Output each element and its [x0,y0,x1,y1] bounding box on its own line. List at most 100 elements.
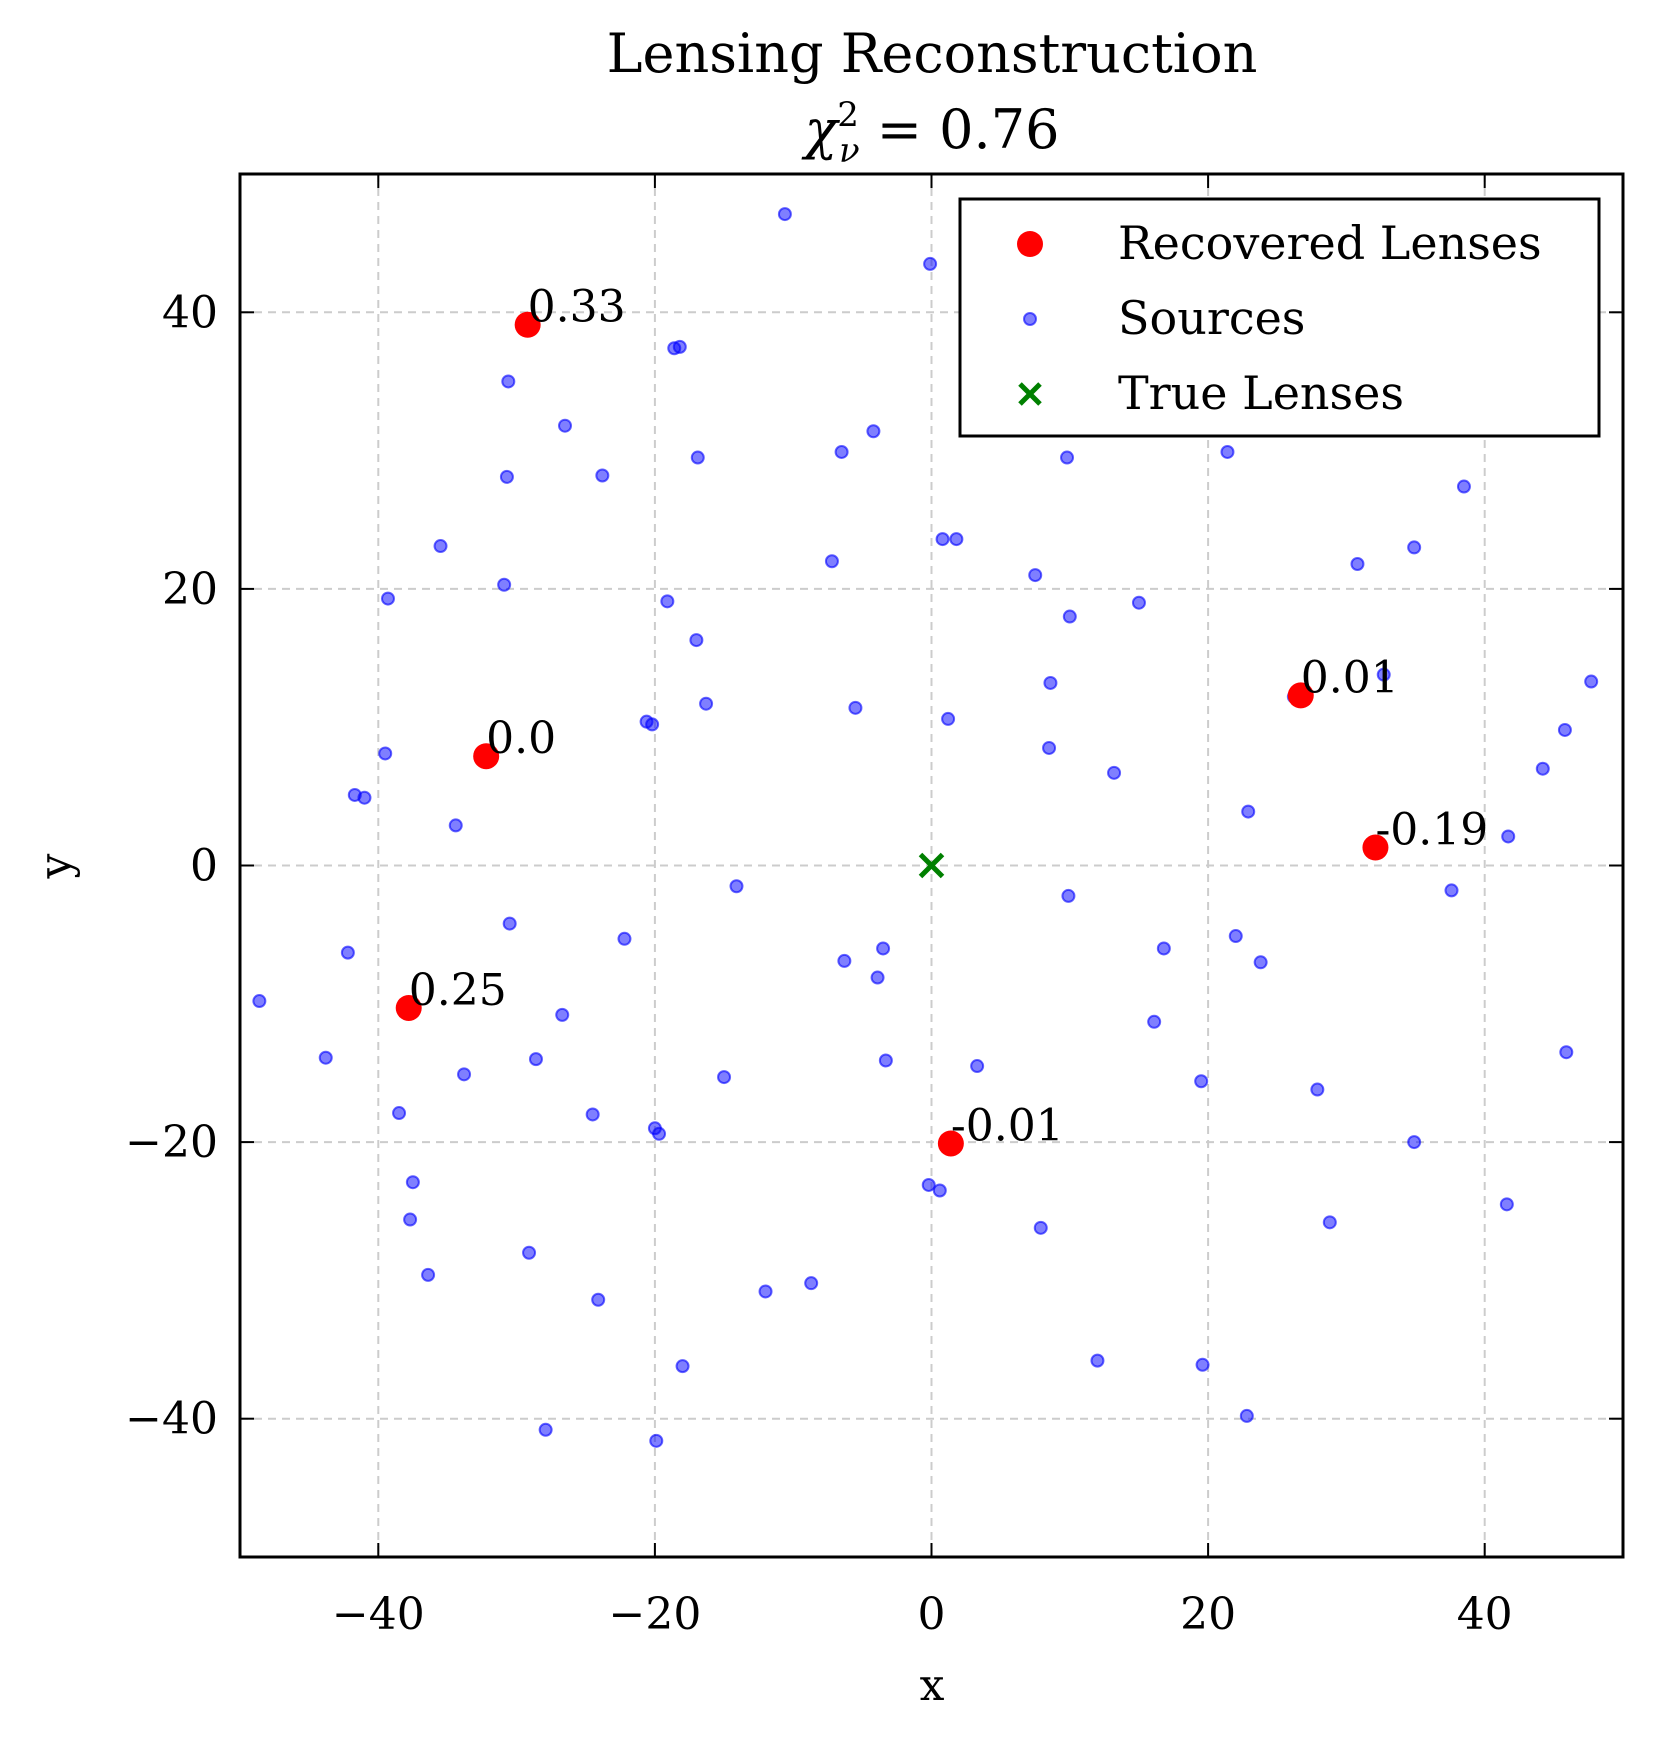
source-point [1195,1357,1210,1372]
legend-marker-true-lenses [1018,382,1042,406]
recovered-lens-point [514,311,541,338]
source-point [1033,1220,1048,1235]
source-point [1501,829,1516,844]
source-point [837,953,852,968]
source-point [1584,674,1599,689]
source-point [1090,1353,1105,1368]
source-point [1322,1215,1337,1230]
plot-frame [238,172,1625,1559]
lens-value-label: -0.19 [1375,805,1488,856]
source-point [834,444,849,459]
y-axis-label: y [30,853,81,879]
x-tick-label: −20 [608,1589,701,1640]
legend-label-true-lenses: True Lenses [1118,366,1404,420]
chart-subtitle: χ2 ν = 0.76 [801,95,1060,171]
source-point [1156,941,1171,956]
source-point [717,1070,732,1085]
source-point [1062,609,1077,624]
recovered-lenses-series: 0.33 0.0 0.25 -0.01 0.01 -0.19 [395,282,1488,1157]
legend-marker-recovered-lenses [1017,231,1043,257]
source-point [1228,929,1243,944]
recovered-lens-point [395,994,422,1021]
source-point [591,1292,606,1307]
y-tick-label: 40 [162,287,218,338]
y-tick-label: −40 [125,1394,218,1445]
source-point [932,1183,947,1198]
source-point [499,469,514,484]
source-point [1060,450,1075,465]
lens-value-label: 0.33 [528,282,626,333]
source-point [923,256,938,271]
legend-label-sources: Sources [1118,291,1305,345]
chi-value: = 0.76 [860,98,1060,161]
chi-subscript: ν [839,131,860,171]
y-tick-label: −20 [125,1117,218,1168]
source-point [848,700,863,715]
legend-marker-sources [1023,312,1037,326]
source-point [522,1245,537,1260]
x-tick-label: 40 [1457,1589,1513,1640]
lens-value-label: 0.25 [409,965,507,1016]
source-point [392,1106,407,1121]
source-point [1147,1014,1162,1029]
source-point [672,339,687,354]
sources-series [252,207,1599,1448]
source-point [824,554,839,569]
recovered-lens-point [937,1130,964,1157]
source-point [1107,765,1122,780]
lens-value-label: 0.0 [486,713,556,764]
source-point [585,1107,600,1122]
source-point [660,594,675,609]
source-point [1407,1135,1422,1150]
source-point [729,879,744,894]
x-axis-label: x [920,1660,945,1711]
source-point [949,532,964,547]
source-point [1042,740,1057,755]
lens-value-label: 0.01 [1301,652,1399,703]
source-point [675,1359,690,1374]
source-point [758,1284,773,1299]
source-point [876,941,891,956]
source-point [1407,540,1422,555]
chart-title: Lensing Reconstruction [607,22,1258,85]
source-point [645,717,660,732]
source-point [1241,804,1256,819]
source-point [405,1175,420,1190]
recovered-lens-point [1362,834,1389,861]
source-point [941,711,956,726]
true-lens-stroke [918,852,945,879]
source-point [318,1050,333,1065]
source-point [433,539,448,554]
source-point [457,1067,472,1082]
source-point [617,931,632,946]
source-point [1220,444,1235,459]
legend: Recovered Lenses Sources True Lenses [958,197,1601,438]
source-point [649,1433,664,1448]
source-point [1499,1197,1514,1212]
recovered-lens-point [473,743,500,770]
legend-label-recovered-lenses: Recovered Lenses [1118,216,1542,270]
source-point [558,418,573,433]
source-point [421,1267,436,1282]
source-point [1061,888,1076,903]
lens-value-label: -0.01 [951,1100,1064,1151]
source-point [652,1126,667,1141]
true-lens-marker [918,852,945,879]
source-point [878,1053,893,1068]
chi-superscript: 2 [837,95,859,135]
source-point [1131,595,1146,610]
source-point [870,970,885,985]
true-lenses-series [918,852,945,879]
source-point [502,916,517,931]
source-point [1239,1408,1254,1423]
source-point [689,633,704,648]
source-point [595,468,610,483]
source-point [921,1177,936,1192]
source-point [699,696,714,711]
source-point [690,450,705,465]
source-point [448,818,463,833]
source-point [538,1422,553,1437]
source-point [380,591,395,606]
source-point [804,1276,819,1291]
x-tick-label: 0 [918,1589,946,1640]
